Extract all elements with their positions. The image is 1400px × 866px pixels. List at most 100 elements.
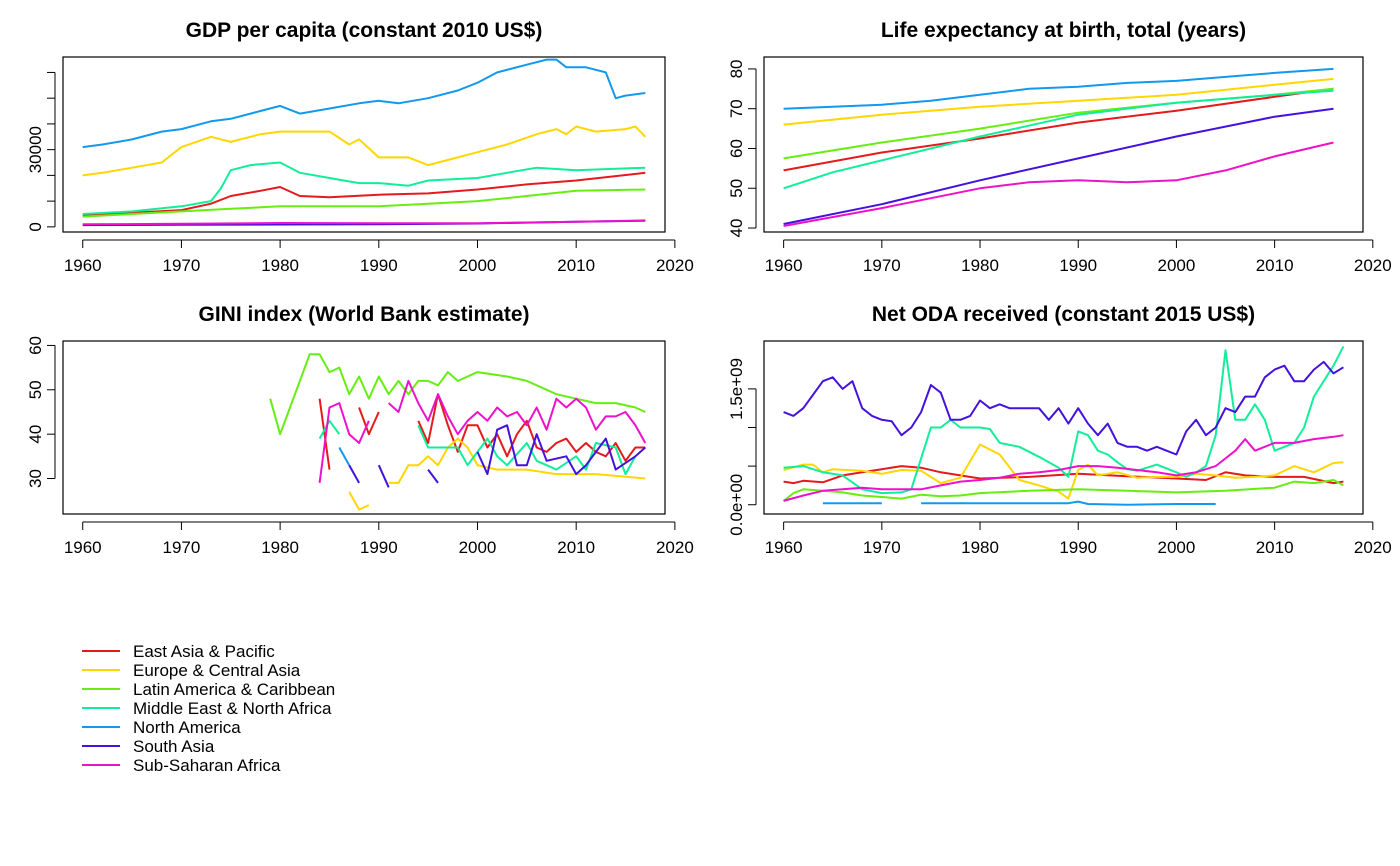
chart-title: GINI index (World Bank estimate) (198, 303, 529, 326)
x-tick-label: 2020 (656, 256, 694, 275)
x-tick-label: 1970 (163, 538, 201, 557)
series-line-7 (783, 141, 1334, 227)
series-line-6 (783, 107, 1334, 225)
legend-item: North America (82, 718, 241, 737)
y-tick-label: 50 (26, 380, 45, 399)
series-line-5 (82, 58, 646, 149)
x-tick-label: 2000 (459, 256, 497, 275)
series-line-6-seg-3 (427, 469, 439, 484)
x-tick-label: 2010 (1256, 538, 1294, 557)
y-tick-label: 0 (26, 222, 45, 231)
legend-item: Middle East & North Africa (82, 699, 332, 718)
x-tick-label: 1960 (765, 538, 803, 557)
x-tick-label: 1970 (163, 256, 201, 275)
series-line-6 (783, 360, 1344, 456)
x-tick-label: 2010 (557, 538, 595, 557)
series-line-3 (269, 353, 646, 436)
series-line-2 (783, 443, 1344, 500)
x-tick-label: 1980 (961, 538, 999, 557)
x-tick-label: 1980 (261, 538, 299, 557)
x-tick-label: 1960 (64, 538, 102, 557)
series-line-1 (82, 171, 646, 217)
series-line-3 (782, 479, 1344, 502)
y-tick-label: 30 (26, 469, 45, 488)
x-axis: 1960 1970 1980 1990 2000 2010 2020 (64, 521, 694, 557)
chart-panels: GDP per capita (constant 2010 US$)1960 19… (26, 19, 1392, 557)
x-tick-label: 2020 (1354, 256, 1392, 275)
chart-panel-4: Net ODA received (constant 2015 US$) 1960… (727, 303, 1392, 557)
legend-label: East Asia & Pacific (133, 642, 275, 661)
y-tick-label: 70 (727, 99, 746, 118)
legend-item: East Asia & Pacific (82, 642, 275, 661)
y-tick-label: 60 (727, 139, 746, 158)
x-tick-label: 1990 (360, 256, 398, 275)
x-tick-label: 2000 (1158, 538, 1196, 557)
series-line-7 (783, 434, 1344, 502)
y-tick-label: 80 (727, 59, 746, 78)
legend-item: Sub-Saharan Africa (82, 756, 281, 775)
y-tick-label: 50 (727, 179, 746, 198)
series-line-6-seg-4 (476, 424, 646, 476)
y-axis: 0 30000 (26, 71, 56, 232)
series-line-4 (783, 89, 1334, 190)
series-line-5 (338, 447, 351, 466)
chart-panel-3: GINI index (World Bank estimate) 1960 1970… (26, 303, 694, 557)
series-line-6-seg-2 (377, 464, 390, 488)
y-tick-label: 60 (26, 336, 45, 355)
x-axis: 1960 1970 1980 1990 2000 2010 2020 (765, 521, 1392, 557)
x-tick-label: 1960 (64, 256, 102, 275)
series-line-2 (783, 77, 1334, 126)
x-tick-label: 2020 (656, 538, 694, 557)
series-line-6-seg-1 (348, 464, 360, 484)
chart-title: Net ODA received (constant 2015 US$) (872, 303, 1255, 326)
series-line-5-seg-2 (921, 500, 1216, 506)
x-tick-label: 2010 (557, 256, 595, 275)
legend-label: Middle East & North Africa (133, 699, 332, 718)
x-tick-label: 2000 (459, 538, 497, 557)
y-tick-label: 40 (727, 219, 746, 238)
legend-label: South Asia (133, 737, 215, 756)
series-line-7-seg-1 (318, 402, 370, 484)
chart-title: Life expectancy at birth, total (years) (881, 19, 1246, 42)
series-line-7 (82, 219, 646, 226)
y-tick-label: 0.0e+00 (727, 474, 746, 536)
series-line-2-seg-2 (388, 437, 646, 484)
legend-label: Europe & Central Asia (133, 661, 301, 680)
series-line-4 (82, 161, 646, 215)
legend-label: Sub-Saharan Africa (133, 756, 281, 775)
plot-frame (62, 340, 666, 515)
y-axis: 0.0e+00 1.5e+09 (727, 358, 757, 536)
x-tick-label: 1980 (261, 256, 299, 275)
series-line-1 (783, 87, 1334, 172)
legend-item: South Asia (82, 737, 215, 756)
x-tick-label: 2000 (1158, 256, 1196, 275)
x-tick-label: 1990 (1059, 538, 1097, 557)
x-tick-label: 1980 (961, 256, 999, 275)
y-tick-label: 1.5e+09 (727, 358, 746, 420)
y-tick-label: 30000 (26, 126, 45, 173)
series-line-2-seg-1 (348, 491, 370, 511)
chart-panel-2: Life expectancy at birth, total (years) 1… (727, 19, 1392, 275)
legend-label: North America (133, 718, 241, 737)
y-axis: 40 50 60 70 80 (727, 59, 757, 238)
series-line-7-seg-2 (388, 379, 647, 444)
series-line-4 (783, 345, 1345, 495)
x-tick-label: 1990 (360, 538, 398, 557)
y-axis: 30 40 50 60 (26, 336, 56, 488)
x-axis: 1960 1970 1980 1990 2000 2010 2020 (765, 239, 1392, 275)
x-tick-label: 2010 (1256, 256, 1294, 275)
series-line-4-seg-1 (318, 419, 341, 440)
legend-item: Europe & Central Asia (82, 661, 301, 680)
series-line-1-seg-1 (318, 398, 331, 470)
x-tick-label: 1990 (1059, 256, 1097, 275)
chart-title: GDP per capita (constant 2010 US$) (186, 19, 543, 42)
plot-frame (62, 56, 666, 233)
x-tick-label: 1970 (863, 538, 901, 557)
x-tick-label: 2020 (1354, 538, 1392, 557)
series-line-5 (783, 67, 1334, 110)
series-line-1-seg-2 (358, 407, 380, 436)
plot-frame (763, 56, 1364, 233)
series-line-2 (82, 125, 647, 177)
series-line-3 (82, 188, 646, 218)
